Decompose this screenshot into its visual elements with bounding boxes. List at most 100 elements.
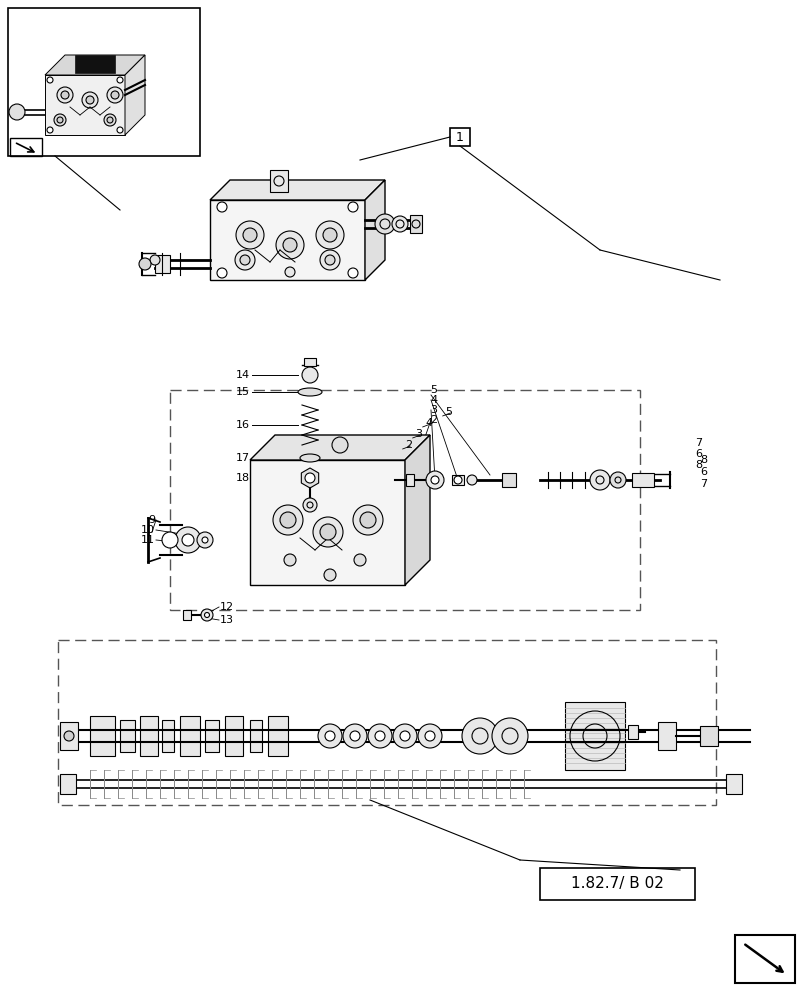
Ellipse shape <box>298 388 322 396</box>
Polygon shape <box>250 435 430 460</box>
Text: 3: 3 <box>414 429 422 439</box>
Text: 8: 8 <box>699 455 706 465</box>
Circle shape <box>367 724 392 748</box>
Polygon shape <box>405 435 430 585</box>
Circle shape <box>64 731 74 741</box>
Circle shape <box>302 367 318 383</box>
Text: 6: 6 <box>694 449 702 459</box>
Circle shape <box>466 475 476 485</box>
Bar <box>268 716 288 756</box>
Bar <box>406 474 414 486</box>
Circle shape <box>61 91 69 99</box>
Bar <box>60 722 78 750</box>
Bar <box>8 8 200 156</box>
Bar <box>539 868 694 900</box>
Circle shape <box>9 104 25 120</box>
Bar <box>225 716 242 756</box>
Circle shape <box>491 718 527 754</box>
Polygon shape <box>155 255 169 273</box>
Text: 2: 2 <box>430 415 436 425</box>
Circle shape <box>609 472 625 488</box>
Circle shape <box>359 512 375 528</box>
Text: 7: 7 <box>699 479 706 489</box>
Bar <box>10 138 42 156</box>
Bar <box>182 610 191 620</box>
Circle shape <box>175 527 201 553</box>
Circle shape <box>324 569 336 581</box>
Circle shape <box>590 470 609 490</box>
Bar <box>501 473 515 487</box>
Circle shape <box>400 731 410 741</box>
Circle shape <box>280 512 296 528</box>
Bar <box>169 390 639 610</box>
Circle shape <box>320 524 336 540</box>
Polygon shape <box>210 200 365 280</box>
Bar <box>449 128 470 146</box>
Polygon shape <box>301 468 318 488</box>
Circle shape <box>107 117 113 123</box>
Circle shape <box>107 87 122 103</box>
Text: 10: 10 <box>141 525 155 535</box>
Circle shape <box>57 87 73 103</box>
Bar <box>452 475 463 485</box>
Circle shape <box>426 471 444 489</box>
Circle shape <box>276 231 303 259</box>
Polygon shape <box>75 55 115 73</box>
Circle shape <box>117 127 122 133</box>
Bar <box>162 720 174 752</box>
Text: 5: 5 <box>444 407 452 417</box>
Circle shape <box>234 250 255 270</box>
Polygon shape <box>210 180 384 200</box>
Text: 14: 14 <box>235 370 250 380</box>
Circle shape <box>104 114 116 126</box>
Circle shape <box>461 718 497 754</box>
Circle shape <box>285 267 294 277</box>
Circle shape <box>332 437 348 453</box>
Circle shape <box>453 476 461 484</box>
Bar <box>250 720 262 752</box>
Circle shape <box>348 202 358 212</box>
Circle shape <box>305 473 315 483</box>
Circle shape <box>204 612 209 617</box>
Circle shape <box>197 532 212 548</box>
Text: 15: 15 <box>236 387 250 397</box>
Circle shape <box>342 724 367 748</box>
Bar <box>734 935 794 983</box>
Bar <box>564 702 624 770</box>
Circle shape <box>236 221 264 249</box>
Circle shape <box>353 505 383 535</box>
Circle shape <box>393 724 417 748</box>
Circle shape <box>240 255 250 265</box>
Circle shape <box>117 77 122 83</box>
Bar <box>410 215 422 233</box>
Bar <box>120 720 135 752</box>
Circle shape <box>312 517 342 547</box>
Circle shape <box>318 724 341 748</box>
Polygon shape <box>365 180 384 280</box>
Polygon shape <box>250 460 405 585</box>
Circle shape <box>162 532 178 548</box>
Bar <box>58 640 715 805</box>
Circle shape <box>315 221 344 249</box>
Circle shape <box>424 731 435 741</box>
Bar <box>699 726 717 746</box>
Text: 7: 7 <box>694 438 702 448</box>
Text: 16: 16 <box>236 420 250 430</box>
Circle shape <box>303 498 316 512</box>
Circle shape <box>57 117 63 123</box>
Circle shape <box>86 96 94 104</box>
Text: 2: 2 <box>405 440 412 450</box>
Text: 4: 4 <box>424 418 431 428</box>
Bar <box>725 774 741 794</box>
Bar <box>303 358 315 366</box>
Circle shape <box>418 724 441 748</box>
Circle shape <box>354 554 366 566</box>
Text: 6: 6 <box>699 467 706 477</box>
Text: 11: 11 <box>141 535 155 545</box>
Circle shape <box>217 268 227 278</box>
Circle shape <box>431 476 439 484</box>
Circle shape <box>375 214 394 234</box>
Circle shape <box>350 731 359 741</box>
Ellipse shape <box>299 454 320 462</box>
Circle shape <box>217 202 227 212</box>
